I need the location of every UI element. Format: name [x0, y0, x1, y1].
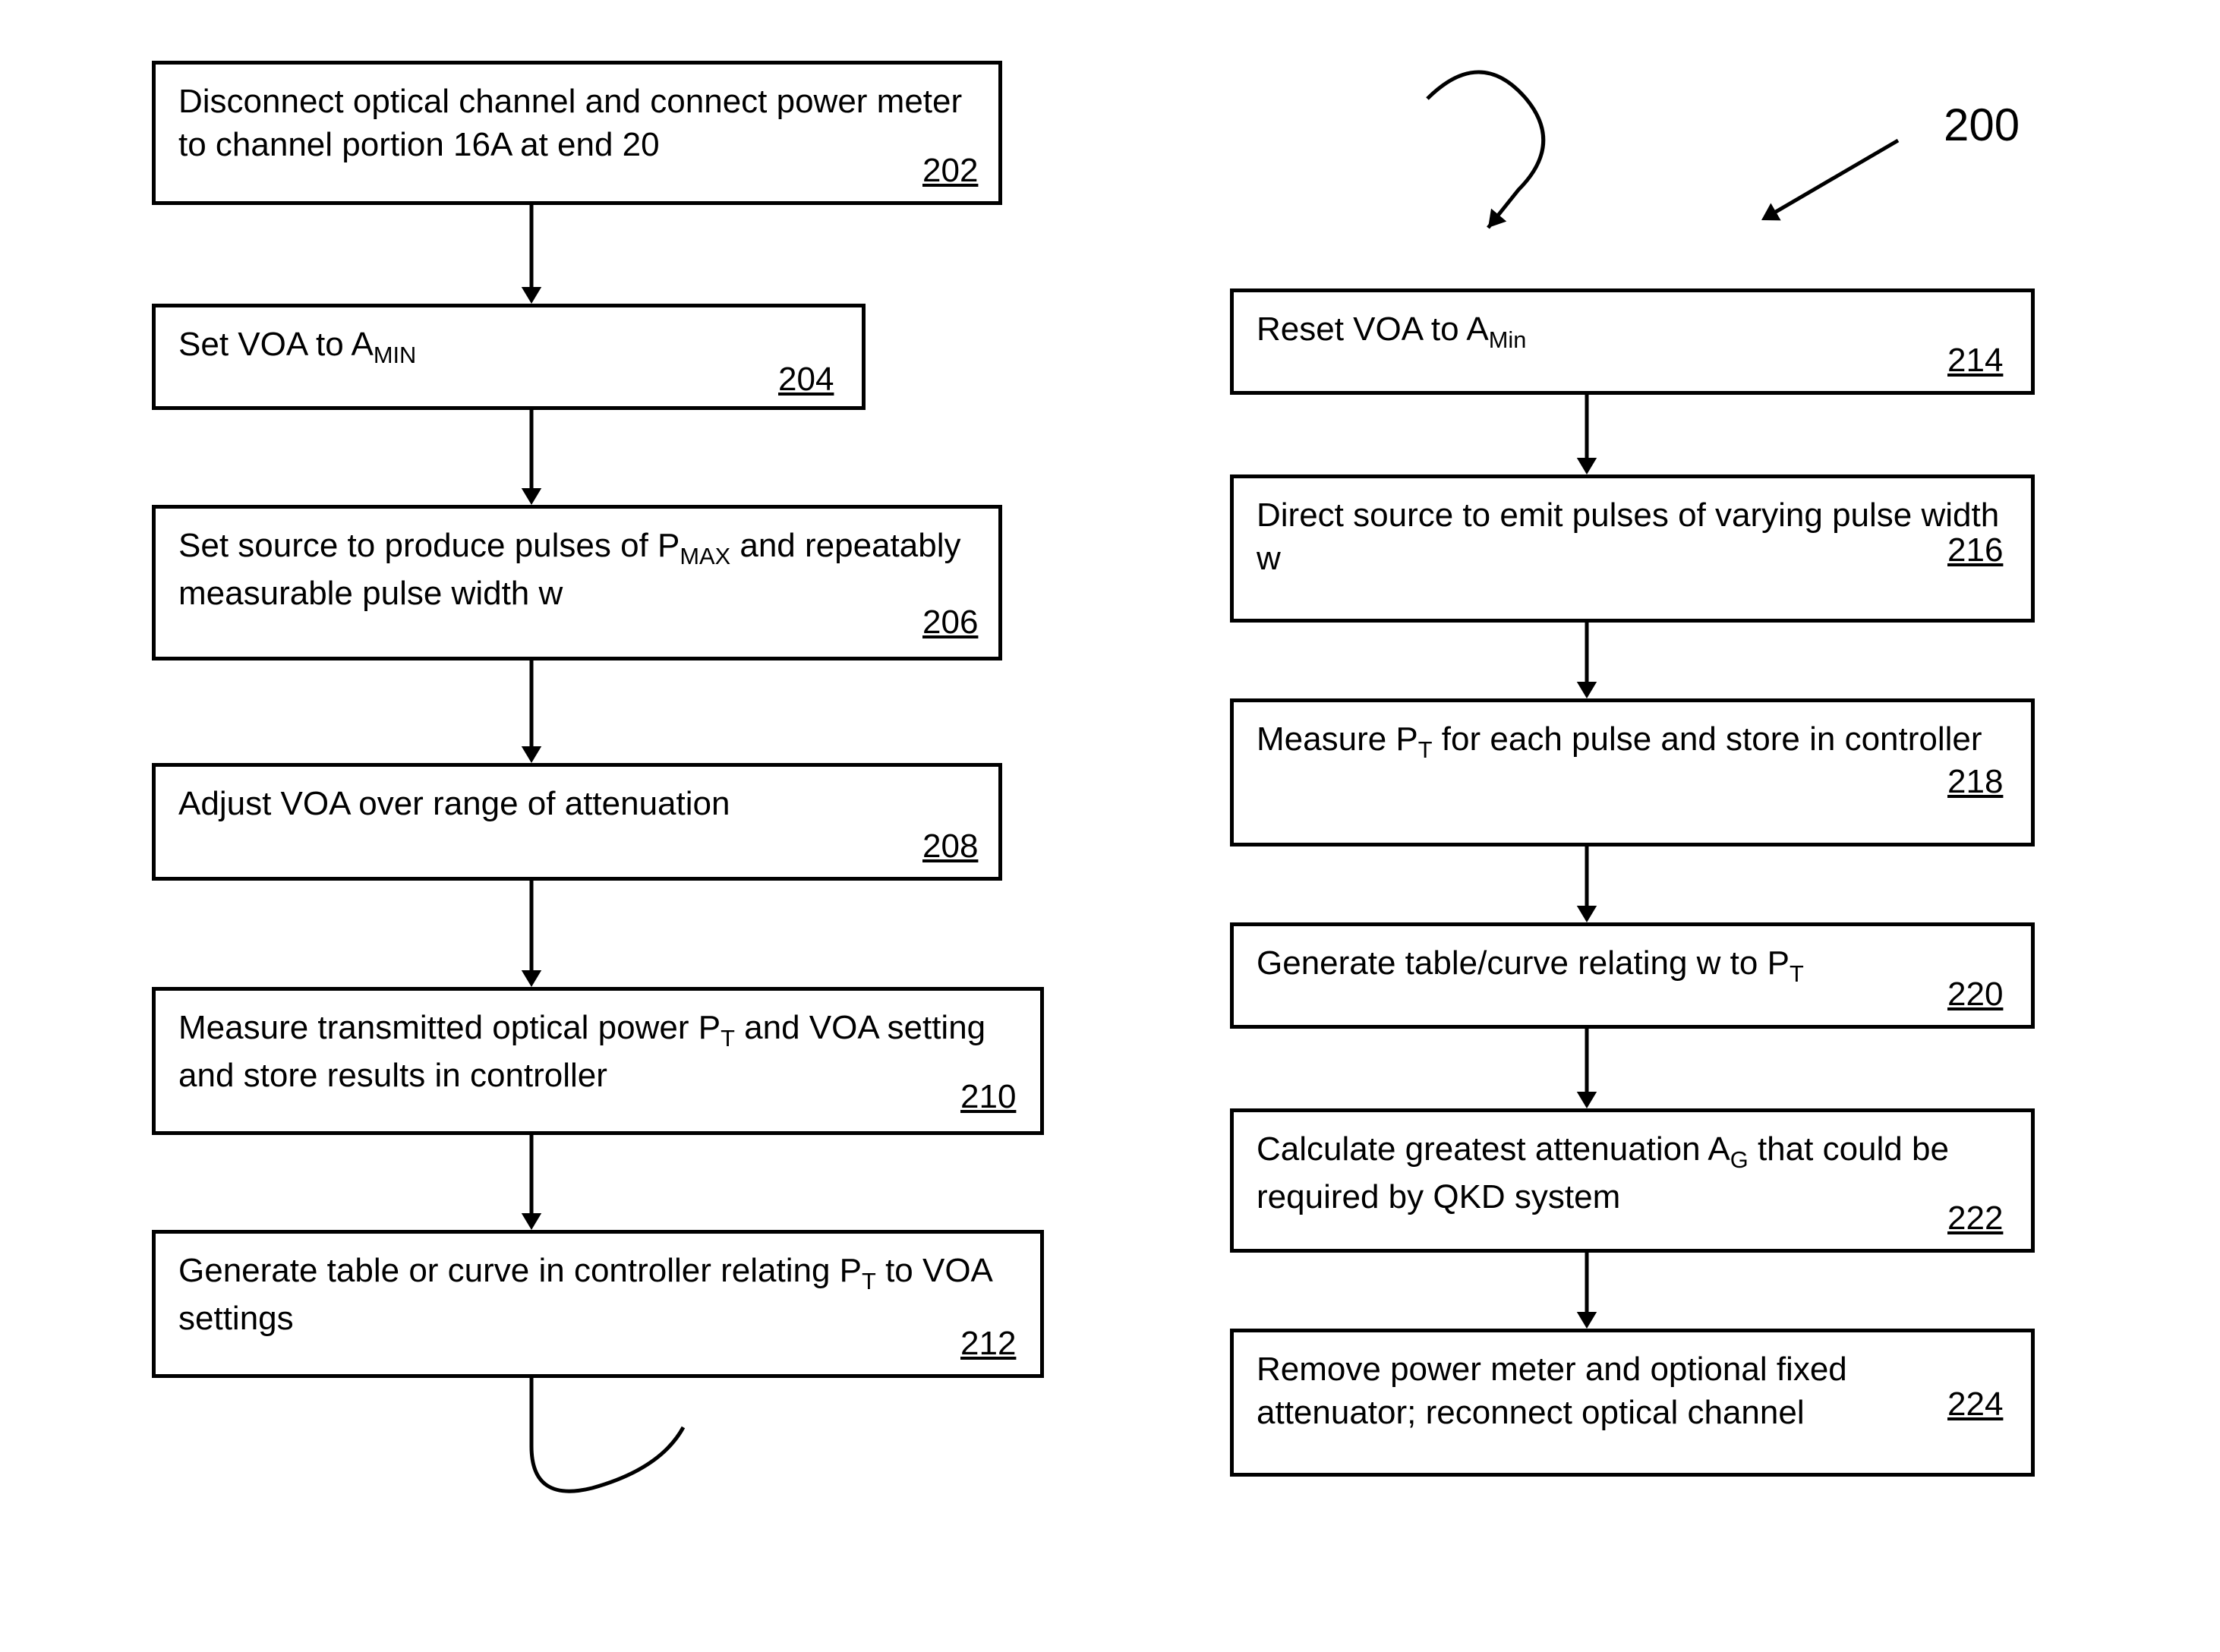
step-text: Direct source to emit pulses of varying …	[1257, 493, 2008, 580]
step-number: 214	[1947, 342, 2003, 380]
step-text: Set source to produce pulses of PMAX and…	[178, 524, 976, 615]
flowchart-step-222: Calculate greatest attenuation AG that c…	[1230, 1108, 2035, 1253]
step-text: Measure PT for each pulse and store in c…	[1257, 717, 2008, 765]
step-number: 204	[778, 361, 834, 399]
step-text: Measure transmitted optical power PT and…	[178, 1006, 1017, 1097]
flowchart-step-214: Reset VOA to AMin214	[1230, 288, 2035, 395]
step-text: Adjust VOA over range of attenuation	[178, 782, 976, 825]
step-text: Generate table/curve relating w to PT	[1257, 941, 2008, 989]
step-number: 206	[922, 604, 978, 642]
flowchart-step-210: Measure transmitted optical power PT and…	[152, 987, 1044, 1135]
step-number: 216	[1947, 531, 2003, 569]
step-number: 224	[1947, 1386, 2003, 1423]
flowchart-canvas: Disconnect optical channel and connect p…	[0, 0, 2220, 1652]
flowchart-step-220: Generate table/curve relating w to PT220	[1230, 922, 2035, 1029]
step-number: 220	[1947, 976, 2003, 1014]
flowchart-step-208: Adjust VOA over range of attenuation208	[152, 763, 1002, 881]
step-number: 208	[922, 828, 978, 865]
step-text: Calculate greatest attenuation AG that c…	[1257, 1127, 2008, 1219]
step-number: 218	[1947, 763, 2003, 801]
flowchart-step-202: Disconnect optical channel and connect p…	[152, 61, 1002, 205]
step-number: 210	[960, 1078, 1016, 1116]
step-number: 202	[922, 152, 978, 190]
step-number: 212	[960, 1325, 1016, 1363]
flowchart-step-206: Set source to produce pulses of PMAX and…	[152, 505, 1002, 660]
step-text: Generate table or curve in controller re…	[178, 1249, 1017, 1340]
step-number: 222	[1947, 1200, 2003, 1237]
step-text: Reset VOA to AMin	[1257, 307, 2008, 355]
flowchart-step-218: Measure PT for each pulse and store in c…	[1230, 698, 2035, 846]
flowchart-step-216: Direct source to emit pulses of varying …	[1230, 474, 2035, 623]
step-text: Disconnect optical channel and connect p…	[178, 80, 976, 166]
flowchart-step-212: Generate table or curve in controller re…	[152, 1230, 1044, 1378]
flowchart-step-224: Remove power meter and optional fixed at…	[1230, 1329, 2035, 1477]
step-text: Remove power meter and optional fixed at…	[1257, 1348, 2008, 1434]
flowchart-step-204: Set VOA to AMIN204	[152, 304, 866, 410]
figure-label: 200	[1944, 99, 2020, 151]
step-text: Set VOA to AMIN	[178, 323, 839, 370]
